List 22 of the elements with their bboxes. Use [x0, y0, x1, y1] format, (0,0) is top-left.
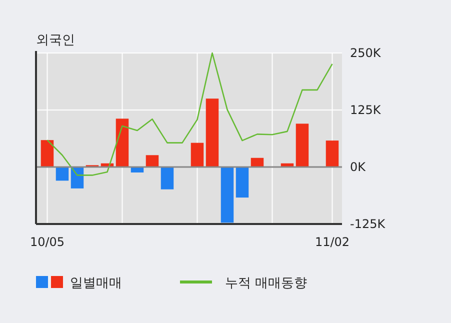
legend-label: 일별매매 — [70, 276, 122, 291]
bar — [160, 167, 174, 190]
y-tick-label: -125K — [350, 217, 386, 231]
bar — [146, 155, 159, 167]
y-tick-label: 250K — [350, 46, 382, 60]
y-tick-label: 125K — [350, 103, 382, 117]
bar — [116, 118, 129, 167]
bar — [296, 124, 309, 167]
bar — [40, 140, 54, 167]
bar — [236, 167, 249, 198]
y-tick-label: 0K — [350, 160, 367, 174]
bar — [206, 98, 219, 167]
legend-label: 누적 매매동향 — [225, 276, 308, 291]
bar — [220, 167, 234, 223]
bar — [190, 142, 204, 167]
chart-title: 외국인 — [36, 33, 75, 48]
x-tick-label: 10/05 — [30, 235, 65, 249]
x-tick-label: 11/02 — [314, 235, 350, 249]
bar — [326, 140, 339, 167]
bar — [250, 158, 264, 167]
line-series — [46, 52, 333, 176]
bar — [56, 167, 69, 181]
